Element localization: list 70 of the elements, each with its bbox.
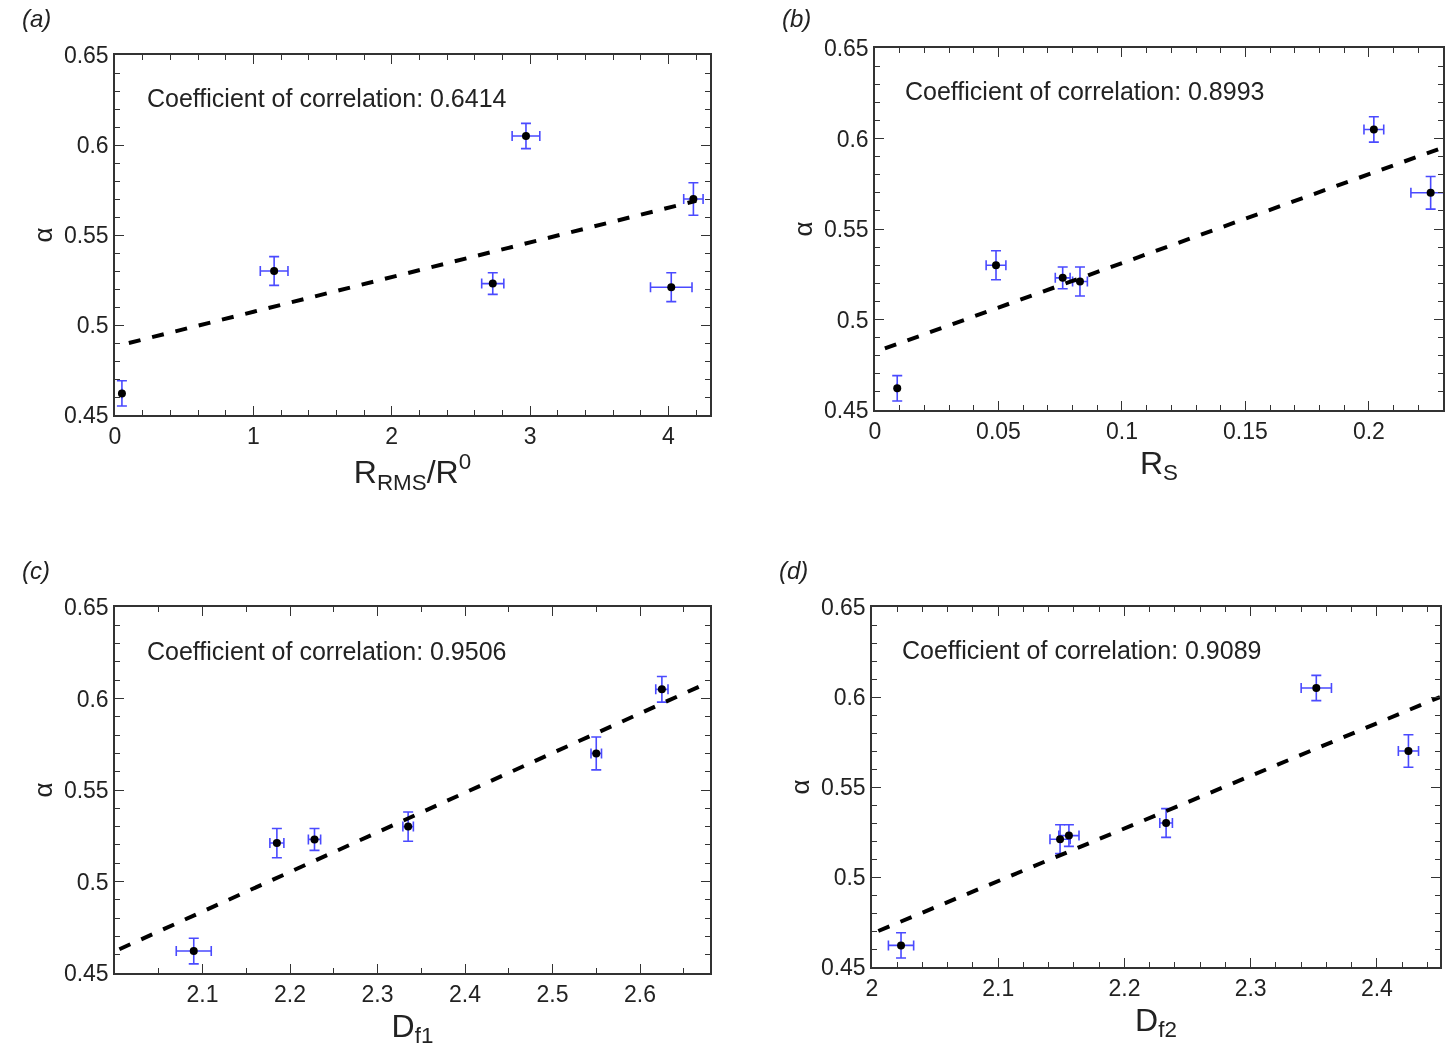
x-tick-label: 0.1 (1105, 418, 1138, 445)
x-axis-title: R$_{RMS}$/R$^{0}$ (353, 449, 472, 495)
y-tick-label: 0.65 (63, 42, 109, 69)
x-tick-label: 2.1 (186, 981, 219, 1008)
x-tick-label: 2.4 (1360, 975, 1394, 1002)
y-tick-label: 0.5 (76, 868, 109, 895)
y-tick-label: 0.55 (63, 777, 109, 804)
x-tick-label: 0.15 (1223, 418, 1268, 445)
chart-title: (d) (779, 557, 809, 584)
x-tick-label: 2.5 (536, 981, 569, 1008)
y-tick-label: 0.55 (823, 216, 869, 243)
point (1369, 125, 1378, 134)
x-tick-label: 0 (868, 418, 882, 445)
x-tick-label: 3 (523, 423, 537, 450)
y-tick-label: 0.65 (63, 594, 109, 621)
x-tick-label: 2.6 (624, 981, 656, 1008)
chart-title: (b) (782, 5, 812, 32)
y-tick-label: 0.6 (76, 685, 109, 712)
y-tick-label: 0.6 (833, 684, 866, 711)
y-tick-label: 0.45 (63, 402, 109, 429)
chart-title: (a) (22, 5, 52, 32)
point (992, 261, 1001, 270)
point (897, 941, 906, 950)
y-axis-title: α (27, 782, 58, 798)
x-tick-label: 2.2 (274, 981, 306, 1008)
point (1426, 188, 1435, 197)
y-tick-label: 0.55 (63, 222, 109, 249)
y-tick-label: 0.65 (823, 35, 869, 62)
point (1404, 747, 1413, 755)
y-tick-label: 0.5 (76, 312, 109, 339)
x-tick-label: 0.05 (976, 418, 1021, 445)
y-tick-label: 0.45 (63, 960, 109, 987)
x-tick-label: 0.2 (1352, 418, 1385, 445)
y-axis-title: α (784, 779, 815, 795)
x-tick-label: 2 (385, 423, 399, 450)
annotation: Coefficient of correlation: 0.9089 (902, 636, 1262, 664)
x-axis-title: R$_{S}$ (1139, 444, 1179, 486)
y-tick-label: 0.45 (820, 954, 866, 981)
annotation: Coefficient of correlation: 0.6414 (147, 84, 507, 112)
y-tick-label: 0.5 (833, 864, 866, 891)
y-tick-label: 0.45 (823, 397, 869, 424)
y-axis-title: α (27, 227, 58, 243)
x-tick-label: 2.1 (982, 975, 1015, 1002)
x-tick-label: 4 (662, 423, 676, 450)
x-tick-label: 2.3 (361, 981, 394, 1008)
y-tick-label: 0.5 (836, 306, 869, 333)
x-axis-title: D$_{f1}$ (391, 1007, 434, 1049)
y-axis-title: α (787, 221, 818, 237)
y-tick-label: 0.65 (820, 594, 866, 621)
x-tick-label: 0 (108, 423, 122, 450)
x-axis-title: D$_{f2}$ (1135, 1001, 1177, 1043)
point (488, 279, 497, 288)
annotation: Coefficient of correlation: 0.9506 (147, 637, 507, 665)
y-tick-label: 0.55 (820, 774, 866, 801)
point (1312, 684, 1321, 692)
x-tick-label: 2 (865, 975, 879, 1002)
x-tick-label: 2.3 (1234, 975, 1267, 1002)
point (521, 132, 530, 140)
point (1064, 831, 1073, 840)
x-tick-label: 2.2 (1108, 975, 1141, 1002)
y-tick-label: 0.6 (76, 132, 109, 159)
x-tick-label: 2.4 (449, 981, 482, 1008)
point (117, 389, 126, 398)
chart-title: (c) (22, 557, 50, 584)
point (667, 283, 676, 292)
annotation: Coefficient of correlation: 0.8993 (905, 77, 1265, 105)
x-tick-label: 1 (246, 423, 260, 450)
y-tick-label: 0.6 (836, 125, 869, 152)
point (1056, 835, 1065, 844)
point (270, 267, 279, 275)
